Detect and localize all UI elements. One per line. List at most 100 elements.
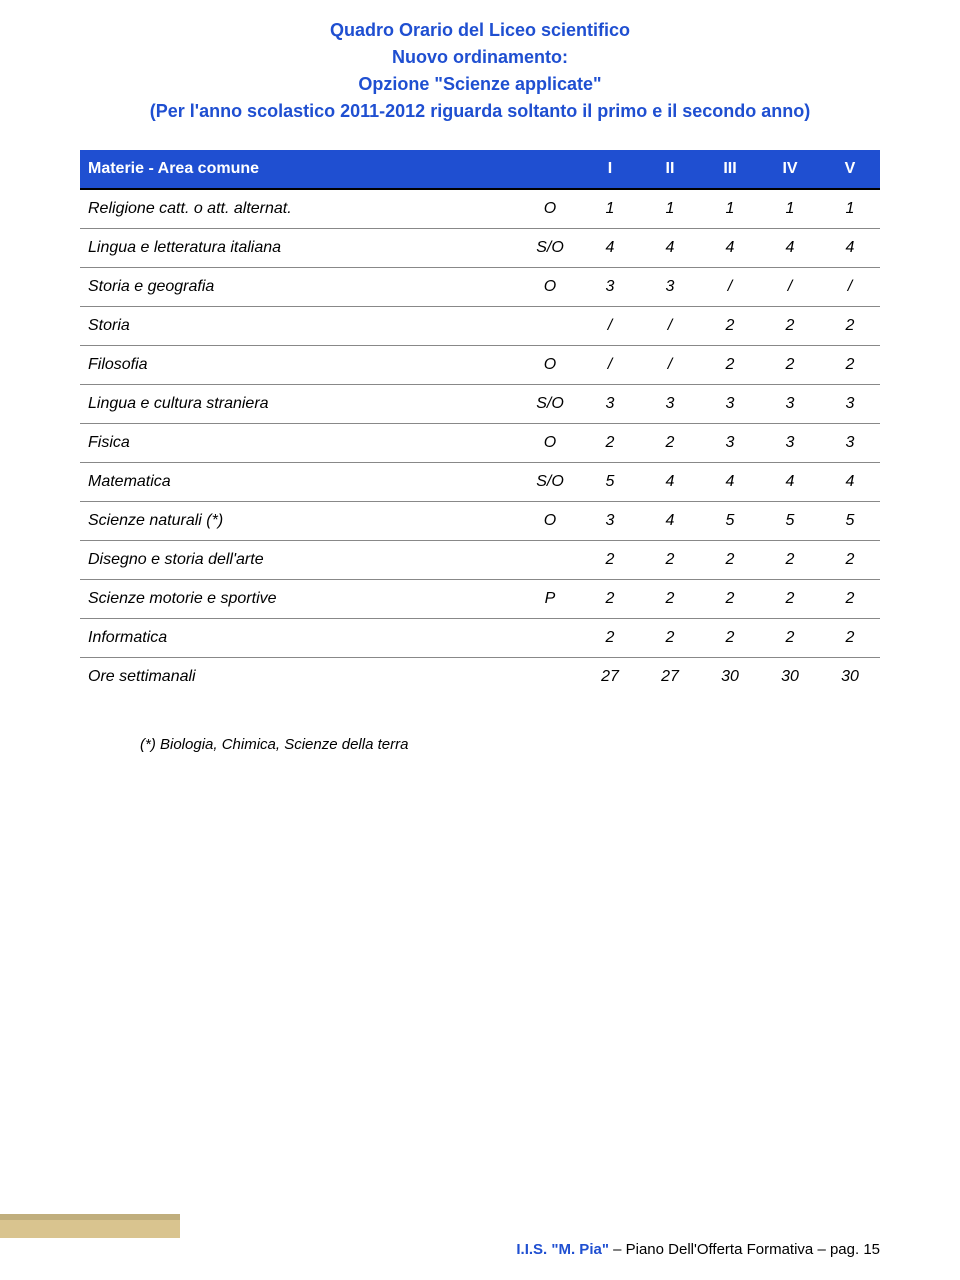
cell-value: S/O: [520, 463, 580, 502]
cell-subject: Storia e geografia: [80, 268, 520, 307]
cell-value: S/O: [520, 229, 580, 268]
cell-value: 4: [580, 229, 640, 268]
cell-value: 4: [640, 229, 700, 268]
totals-label: Ore settimanali: [80, 658, 520, 697]
cell-value: 2: [820, 346, 880, 385]
cell-value: /: [580, 307, 640, 346]
cell-value: O: [520, 424, 580, 463]
cell-value: 1: [760, 189, 820, 229]
cell-subject: Scienze naturali (*): [80, 502, 520, 541]
cell-subject: Matematica: [80, 463, 520, 502]
cell-value: 3: [820, 385, 880, 424]
cell-value: 2: [760, 619, 820, 658]
totals-value: [520, 658, 580, 697]
footer-bold: I.I.S. "M. Pia": [516, 1241, 609, 1258]
cell-value: 3: [580, 268, 640, 307]
cell-value: 2: [760, 541, 820, 580]
table-row: Lingua e letteratura italianaS/O44444: [80, 229, 880, 268]
cell-value: [520, 307, 580, 346]
cell-value: /: [700, 268, 760, 307]
cell-value: 4: [700, 463, 760, 502]
cell-value: /: [760, 268, 820, 307]
title-line-1: Quadro Orario del Liceo scientifico: [80, 20, 880, 41]
table-row: Lingua e cultura stranieraS/O33333: [80, 385, 880, 424]
cell-value: 3: [580, 502, 640, 541]
cell-value: 4: [760, 463, 820, 502]
cell-value: 5: [760, 502, 820, 541]
cell-value: 3: [820, 424, 880, 463]
cell-value: O: [520, 268, 580, 307]
cell-value: 2: [640, 580, 700, 619]
totals-value: 30: [760, 658, 820, 697]
cell-subject: Filosofia: [80, 346, 520, 385]
cell-value: 2: [700, 580, 760, 619]
cell-value: 2: [580, 541, 640, 580]
cell-value: 2: [700, 619, 760, 658]
table-row: FilosofiaO//222: [80, 346, 880, 385]
table-row: Disegno e storia dell'arte22222: [80, 541, 880, 580]
cell-value: 2: [580, 424, 640, 463]
cell-value: 3: [700, 424, 760, 463]
cell-subject: Lingua e cultura straniera: [80, 385, 520, 424]
footer-rest: – Piano Dell'Offerta Formativa – pag. 15: [609, 1241, 880, 1258]
cell-value: /: [580, 346, 640, 385]
cell-value: 2: [640, 619, 700, 658]
title-line-4: (Per l'anno scolastico 2011-2012 riguard…: [80, 101, 880, 122]
totals-value: 30: [820, 658, 880, 697]
table-header-row: Materie - Area comune I II III IV V: [80, 150, 880, 189]
cell-subject: Storia: [80, 307, 520, 346]
cell-subject: Fisica: [80, 424, 520, 463]
cell-value: /: [640, 307, 700, 346]
cell-value: /: [820, 268, 880, 307]
cell-value: 5: [580, 463, 640, 502]
cell-value: 3: [580, 385, 640, 424]
cell-value: 1: [580, 189, 640, 229]
title-line-3: Opzione "Scienze applicate": [80, 74, 880, 95]
cell-value: 2: [760, 307, 820, 346]
cell-subject: Lingua e letteratura italiana: [80, 229, 520, 268]
cell-value: 2: [580, 580, 640, 619]
title-line-2: Nuovo ordinamento:: [80, 47, 880, 68]
totals-value: 27: [580, 658, 640, 697]
cell-value: 2: [760, 580, 820, 619]
cell-value: [520, 619, 580, 658]
col-II: II: [640, 150, 700, 189]
cell-value: 2: [640, 424, 700, 463]
cell-value: O: [520, 502, 580, 541]
cell-value: 5: [700, 502, 760, 541]
cell-value: 4: [820, 229, 880, 268]
cell-value: 5: [820, 502, 880, 541]
cell-value: 2: [700, 307, 760, 346]
col-III: III: [700, 150, 760, 189]
cell-value: O: [520, 189, 580, 229]
cell-value: /: [640, 346, 700, 385]
cell-value: 2: [760, 346, 820, 385]
cell-value: 3: [760, 424, 820, 463]
footer-decor-bar: [0, 1220, 180, 1238]
totals-value: 27: [640, 658, 700, 697]
footer-text: I.I.S. "M. Pia" – Piano Dell'Offerta For…: [516, 1241, 880, 1258]
cell-value: 1: [700, 189, 760, 229]
cell-value: 3: [640, 385, 700, 424]
document-title-block: Quadro Orario del Liceo scientifico Nuov…: [80, 20, 880, 122]
col-I: I: [580, 150, 640, 189]
table-row: Scienze naturali (*)O34555: [80, 502, 880, 541]
table-totals-row: Ore settimanali2727303030: [80, 658, 880, 697]
cell-value: 2: [700, 541, 760, 580]
cell-value: S/O: [520, 385, 580, 424]
table-row: Informatica22222: [80, 619, 880, 658]
table-row: Religione catt. o att. alternat.O11111: [80, 189, 880, 229]
cell-value: [520, 541, 580, 580]
cell-value: 4: [640, 502, 700, 541]
schedule-table: Materie - Area comune I II III IV V Reli…: [80, 150, 880, 696]
cell-value: 2: [700, 346, 760, 385]
table-row: Storia//222: [80, 307, 880, 346]
cell-value: O: [520, 346, 580, 385]
cell-value: 2: [820, 541, 880, 580]
table-row: FisicaO22333: [80, 424, 880, 463]
col-V: V: [820, 150, 880, 189]
cell-value: 3: [640, 268, 700, 307]
table-row: Storia e geografiaO33///: [80, 268, 880, 307]
footnote: (*) Biologia, Chimica, Scienze della ter…: [140, 736, 880, 753]
cell-value: 4: [700, 229, 760, 268]
